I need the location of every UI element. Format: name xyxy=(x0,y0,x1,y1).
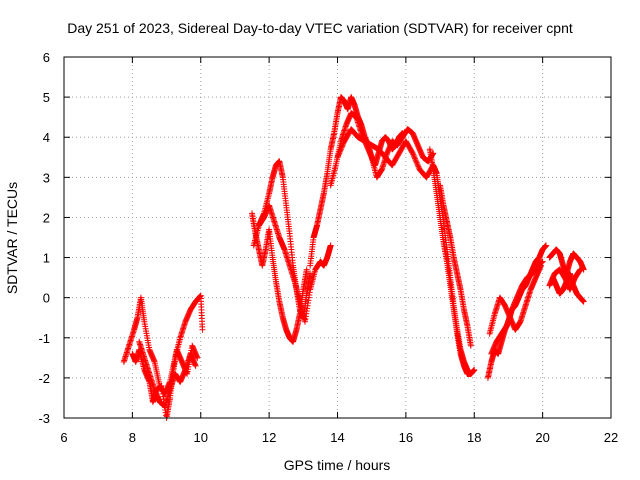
data-point xyxy=(414,160,421,167)
data-point xyxy=(414,162,421,169)
data-point xyxy=(327,242,334,249)
data-point xyxy=(335,152,342,159)
chart-title: Day 251 of 2023, Sidereal Day-to-day VTE… xyxy=(67,20,573,36)
data-point xyxy=(194,354,201,361)
data-point xyxy=(415,163,422,170)
x-tick-label: 14 xyxy=(330,430,344,445)
data-point xyxy=(410,151,417,158)
data-point xyxy=(334,154,341,161)
x-axis-label: GPS time / hours xyxy=(284,457,391,473)
data-point xyxy=(412,156,419,163)
data-point xyxy=(411,155,418,162)
y-tick-label: 2 xyxy=(43,210,50,225)
data-point xyxy=(199,326,206,333)
x-tick-labels: 6 8 10 12 14 16 18 20 22 xyxy=(60,430,618,445)
y-tick-label: -1 xyxy=(38,331,50,346)
data-point xyxy=(410,152,417,159)
data-point xyxy=(307,270,314,277)
data-point xyxy=(337,146,344,153)
data-point xyxy=(543,242,550,249)
data-point xyxy=(340,140,347,147)
x-tick-label: 20 xyxy=(535,430,549,445)
y-tick-label: -2 xyxy=(38,371,50,386)
x-tick-label: 6 xyxy=(60,430,67,445)
data-point xyxy=(413,159,420,166)
data-point xyxy=(580,298,587,305)
data-points xyxy=(120,94,587,421)
data-point xyxy=(335,151,342,158)
data-point xyxy=(338,144,345,151)
data-point xyxy=(339,142,346,149)
data-point xyxy=(192,362,199,369)
x-tick-label: 12 xyxy=(262,430,276,445)
data-point xyxy=(413,158,420,165)
x-tick-label: 8 xyxy=(129,430,136,445)
data-point xyxy=(337,147,344,154)
data-point xyxy=(539,258,546,265)
y-tick-label: -3 xyxy=(38,411,50,426)
data-point xyxy=(409,150,416,157)
data-point xyxy=(411,154,418,161)
data-point xyxy=(577,266,584,273)
x-tick-label: 18 xyxy=(467,430,481,445)
x-tick-label: 16 xyxy=(399,430,413,445)
data-point xyxy=(339,143,346,150)
data-point xyxy=(336,150,343,157)
x-tick-label: 10 xyxy=(194,430,208,445)
y-tick-label: 1 xyxy=(43,251,50,266)
data-point xyxy=(471,366,478,373)
y-tick-label: 0 xyxy=(43,291,50,306)
y-tick-labels: -3 -2 -1 0 1 2 3 4 5 6 xyxy=(38,50,50,426)
y-tick-label: 4 xyxy=(43,130,50,145)
data-point xyxy=(467,342,474,349)
axis-ticks xyxy=(63,56,612,419)
data-point xyxy=(336,148,343,155)
y-tick-label: 5 xyxy=(43,90,50,105)
y-tick-label: 3 xyxy=(43,170,50,185)
y-tick-label: 6 xyxy=(43,50,50,65)
y-axis-label: SDTVAR / TECUs xyxy=(4,182,20,294)
x-tick-label: 22 xyxy=(604,430,618,445)
data-point xyxy=(303,266,310,273)
